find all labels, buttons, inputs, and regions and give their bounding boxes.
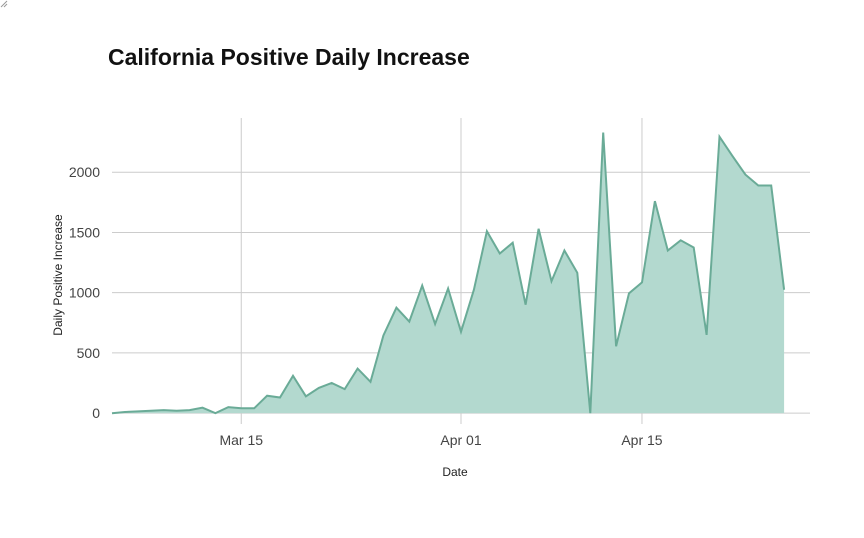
data-point bbox=[278, 395, 282, 399]
y-tick-label: 2000 bbox=[69, 164, 100, 180]
x-tick-label: Mar 15 bbox=[219, 432, 263, 448]
data-point bbox=[549, 279, 553, 283]
data-point bbox=[420, 283, 424, 287]
x-tick-labels: Mar 15 Apr 01 Apr 15 bbox=[219, 432, 662, 448]
data-point bbox=[213, 411, 217, 415]
data-point bbox=[188, 408, 192, 412]
data-point bbox=[588, 411, 592, 415]
y-tick-label: 1000 bbox=[69, 285, 100, 301]
y-tick-labels: 0 500 1000 1500 2000 bbox=[69, 164, 100, 421]
data-point bbox=[200, 406, 204, 410]
data-point bbox=[356, 367, 360, 371]
data-point bbox=[718, 135, 722, 139]
y-axis-label: Daily Positive Increase bbox=[51, 214, 65, 336]
data-point bbox=[485, 229, 489, 233]
data-point bbox=[640, 280, 644, 284]
data-point bbox=[756, 183, 760, 187]
data-point bbox=[317, 386, 321, 390]
data-point bbox=[330, 381, 334, 385]
data-point bbox=[175, 409, 179, 413]
data-point bbox=[304, 394, 308, 398]
area-fill bbox=[112, 132, 785, 414]
data-point bbox=[381, 333, 385, 337]
y-tick-label: 500 bbox=[77, 345, 101, 361]
data-point bbox=[459, 330, 463, 334]
data-point bbox=[627, 291, 631, 295]
data-point bbox=[692, 246, 696, 250]
data-point bbox=[407, 320, 411, 324]
data-point bbox=[653, 199, 657, 203]
data-point bbox=[369, 380, 373, 384]
data-point bbox=[226, 405, 230, 409]
data-point bbox=[743, 173, 747, 177]
data-point bbox=[291, 374, 295, 378]
resize-grip-icon[interactable] bbox=[0, 0, 8, 8]
data-point bbox=[343, 387, 347, 391]
data-point bbox=[666, 249, 670, 253]
data-point bbox=[614, 344, 618, 348]
x-axis-label: Date bbox=[442, 465, 468, 479]
data-point bbox=[472, 288, 476, 292]
data-point bbox=[110, 411, 114, 415]
data-point bbox=[252, 406, 256, 410]
x-tick-label: Apr 01 bbox=[440, 432, 481, 448]
data-point bbox=[524, 303, 528, 307]
data-point bbox=[162, 408, 166, 412]
data-point bbox=[575, 271, 579, 275]
data-point bbox=[265, 394, 269, 398]
data-point bbox=[730, 154, 734, 158]
data-point bbox=[498, 252, 502, 256]
data-point bbox=[705, 333, 709, 337]
data-point bbox=[123, 410, 127, 414]
data-point bbox=[679, 238, 683, 242]
y-tick-label: 1500 bbox=[69, 224, 100, 240]
data-point bbox=[537, 227, 541, 231]
data-point bbox=[239, 406, 243, 410]
data-point bbox=[136, 409, 140, 413]
y-tick-label: 0 bbox=[92, 405, 100, 421]
data-point bbox=[394, 306, 398, 310]
data-point bbox=[433, 322, 437, 326]
x-tick-label: Apr 15 bbox=[621, 432, 662, 448]
data-point bbox=[562, 249, 566, 253]
data-point bbox=[601, 130, 605, 134]
data-point bbox=[149, 409, 153, 413]
chart-title: California Positive Daily Increase bbox=[108, 44, 470, 70]
data-point bbox=[769, 183, 773, 187]
data-point bbox=[782, 288, 786, 292]
data-point bbox=[511, 241, 515, 245]
data-point bbox=[446, 286, 450, 290]
series-line bbox=[111, 132, 786, 415]
